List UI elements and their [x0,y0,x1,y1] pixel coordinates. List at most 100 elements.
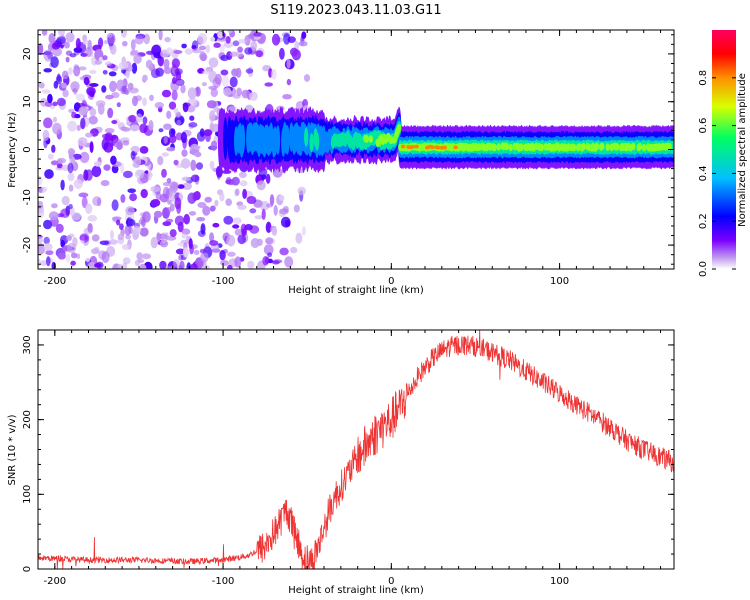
spectrogram-noise-blob [89,141,94,154]
spectrogram-noise-blob [221,169,232,174]
spectrogram-noise-blob [95,100,106,108]
spectrogram-noise-blob [104,132,113,142]
spectrogram-ridge-mark [605,143,610,151]
spectrogram-ridge-mark [508,143,513,152]
spectrogram-noise-blob [269,194,275,206]
spectrogram-noise-blob [116,219,121,226]
spectrogram-noise-blob [220,54,229,62]
spectrogram-ridge-mark [571,143,577,152]
spectrogram-noise-blob [88,48,94,57]
spectrogram-noise-blob [91,234,100,242]
spectrogram-noise-blob [161,168,167,178]
spectrogram-noise-blob [205,44,211,54]
spectrogram-noise-blob [158,128,164,133]
spectrogram-noise-blob [122,140,130,146]
spectrogram-noise-blob [132,95,138,107]
spectrogram-noise-blob [125,218,136,227]
spectrogram-noise-blob [60,239,65,248]
spectrogram-noise-blob [229,76,238,88]
spectrogram-noise-blob [77,137,88,147]
spectrogram-noise-blob [154,102,164,109]
spectrogram-noise-blob [189,115,195,121]
spectrogram-noise-blob [301,226,306,236]
figure-title: S119.2023.043.11.03.G11 [270,3,441,18]
spectrogram-noise-blob [72,88,78,93]
spectrogram-ridge-mark [240,124,246,154]
spectrogram-noise-blob [100,180,110,187]
spectrogram-noise-blob [193,249,200,256]
snr-y-ticks: 0 100 200 300 [22,329,674,572]
spectrogram-noise-blob [94,246,100,253]
spectrogram-noise-blob [107,107,114,119]
spectrogram-noise-blob [50,160,59,166]
spectrogram-noise-blob [67,120,77,132]
spectrogram-noise-blob [116,141,123,150]
spectrogram-noise-blob [51,144,56,153]
spectrogram-noise-blob [189,143,200,156]
spectrogram-noise-blob [226,234,236,247]
spectrogram-noise-blob [108,36,116,44]
spectrogram-noise-blob [180,158,191,169]
spectrogram-noise-blob [223,215,234,225]
spectrogram-noise-blob [138,263,147,269]
spectrogram-noise-blob [168,101,177,110]
spectrogram-noise-blob [106,33,113,38]
spectrogram-noise-blob [55,223,64,233]
spectrogram-noise-blob [76,124,82,131]
spectrogram-noise-blob [201,82,207,87]
spectrogram-noise-blob [109,80,117,92]
spectrogram-noise-blob [177,221,184,233]
spectrogram-noise-blob [225,198,232,206]
spectrogram-noise-blob [166,110,172,120]
y-tick-label: 0 [22,146,33,152]
spectrogram-noise-blob [173,259,180,268]
y-tick-label: 300 [22,335,33,354]
spectrogram-noise-blob [169,229,177,238]
spectrogram-noise-blob [85,257,91,263]
spectrogram-noise-blob [297,186,306,196]
spectrogram-noise-blob [267,252,273,258]
spectrogram-noise-blob [150,236,158,249]
spectrogram-x-axis-label: Height of straight line (km) [288,285,424,296]
spectrogram-noise-blob [253,31,262,37]
spectrogram-noise-blob [216,37,227,42]
y-tick-label: 200 [22,410,33,429]
spectrogram-noise-blob [91,165,102,178]
spectrogram-noise-blob [150,186,160,193]
spectrogram-ridge-mark [368,135,373,143]
spectrogram-noise-blob [235,50,243,58]
spectrogram-noise-blob [101,251,110,263]
spectrogram-noise-blob [78,106,89,116]
spectrogram-noise-blob [255,50,264,58]
spectrogram-noise-blob [105,94,114,100]
spectrogram-noise-blob [140,188,148,199]
spectrogram-noise-blob [210,140,218,151]
spectrogram-ridge-mark [600,142,605,151]
spectrogram-noise-blob [38,203,44,214]
spectrogram-noise-blob [290,47,298,57]
spectrogram-noise-blob [109,239,118,245]
spectrogram-noise-blob [75,93,85,101]
spectrogram-noise-blob [87,215,98,222]
spectrogram-y-axis-label: Frequency (Hz) [7,112,18,188]
spectrogram-ridge-mark [671,141,674,155]
spectrogram-y-ticks: -20 -10 0 10 20 [22,34,674,265]
spectrogram-noise-blob [71,252,78,259]
spectrogram-noise-blob [101,85,107,93]
spectrogram-noise-blob [163,135,168,144]
spectrogram-noise-blob [166,147,176,152]
colorbar-gradient [712,30,736,269]
spectrogram-noise-blob [38,243,44,256]
spectrogram-noise-blob [254,215,264,220]
spectrogram-noise-blob [111,199,119,211]
spectrogram-noise-blob [189,243,194,255]
spectrogram-noise-blob [45,250,54,256]
spectrogram-noise-blob [265,221,272,233]
spectrogram-noise-blob [290,246,298,254]
spectrogram-noise-blob [234,228,242,236]
spectrogram-noise-blob [286,78,292,86]
spectrogram-noise-blob [173,50,183,54]
spectrogram-noise-blob [89,90,95,98]
spectrogram-noise-blob [50,56,59,68]
